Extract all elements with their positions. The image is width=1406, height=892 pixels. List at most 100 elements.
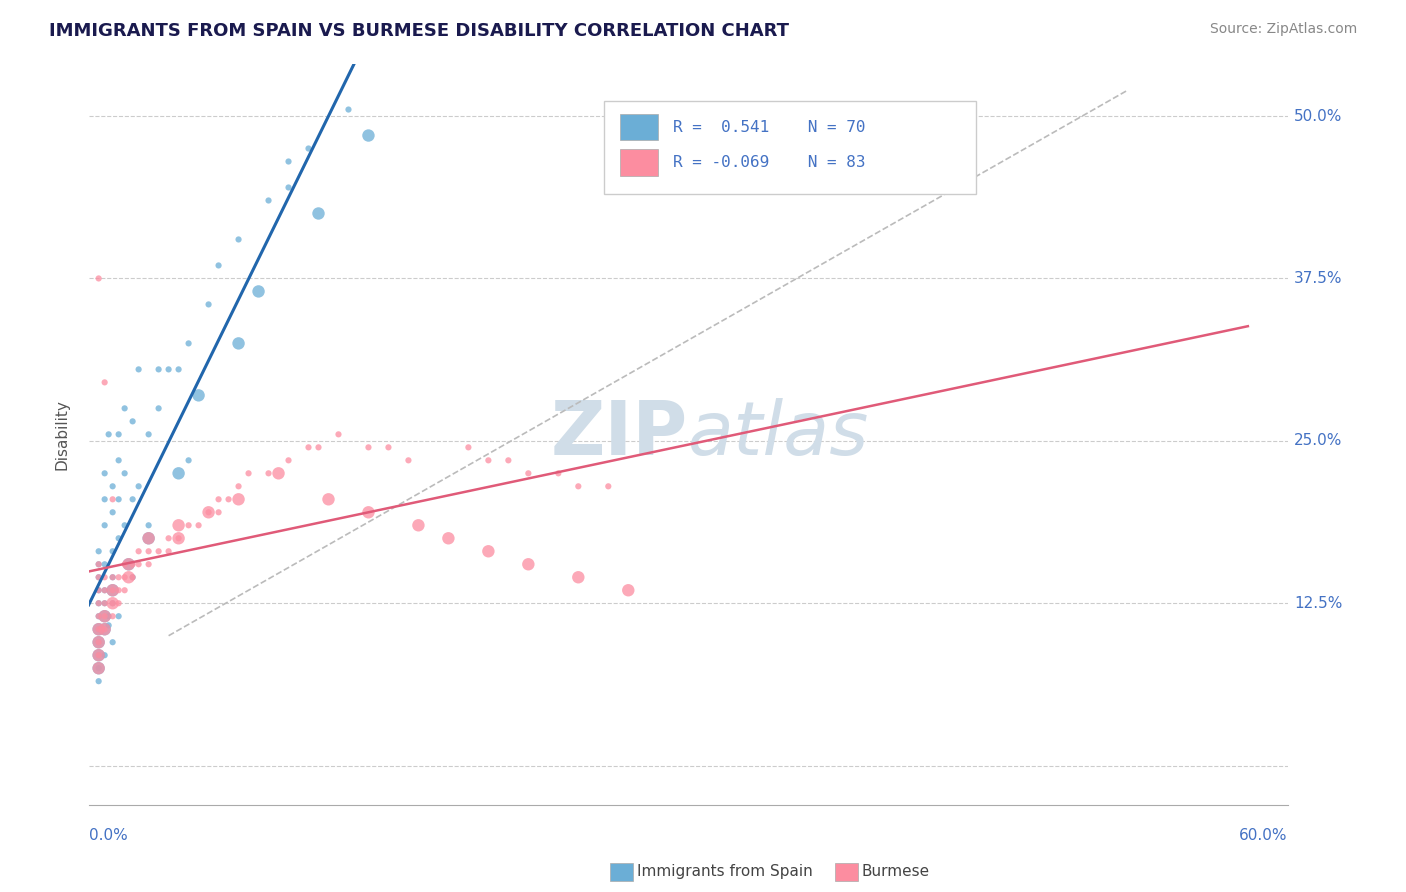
Point	[101, 492, 124, 507]
Point	[297, 141, 319, 155]
Text: atlas: atlas	[689, 399, 870, 470]
Point	[101, 596, 124, 610]
Point	[128, 558, 150, 572]
Point	[101, 609, 124, 624]
Point	[228, 479, 250, 493]
Point	[277, 453, 299, 467]
Point	[93, 609, 115, 624]
Point	[87, 271, 110, 285]
Point	[128, 479, 150, 493]
Text: Source: ZipAtlas.com: Source: ZipAtlas.com	[1209, 22, 1357, 37]
Point	[121, 414, 143, 428]
Point	[247, 285, 270, 299]
Point	[128, 362, 150, 376]
Text: Burmese: Burmese	[862, 864, 929, 879]
Point	[101, 583, 124, 598]
Point	[337, 103, 360, 117]
Point	[228, 232, 250, 246]
Point	[93, 570, 115, 584]
Point	[114, 401, 136, 416]
Point	[121, 492, 143, 507]
Point	[498, 453, 520, 467]
Point	[138, 518, 160, 533]
Point	[117, 558, 139, 572]
Point	[93, 609, 115, 624]
Point	[87, 661, 110, 675]
Point	[437, 531, 460, 545]
Point	[107, 492, 129, 507]
Text: IMMIGRANTS FROM SPAIN VS BURMESE DISABILITY CORRELATION CHART: IMMIGRANTS FROM SPAIN VS BURMESE DISABIL…	[49, 22, 789, 40]
Point	[87, 622, 110, 636]
Point	[138, 531, 160, 545]
Point	[477, 544, 499, 558]
Point	[87, 635, 110, 649]
Point	[101, 570, 124, 584]
Point	[101, 544, 124, 558]
Point	[87, 596, 110, 610]
Point	[87, 558, 110, 572]
Point	[148, 401, 170, 416]
Point	[107, 531, 129, 545]
Point	[121, 558, 143, 572]
Point	[87, 674, 110, 689]
Point	[357, 505, 380, 519]
Point	[617, 583, 640, 598]
Point	[93, 492, 115, 507]
Point	[101, 596, 124, 610]
Point	[87, 648, 110, 663]
Point	[547, 467, 569, 481]
Point	[218, 492, 240, 507]
Point	[93, 467, 115, 481]
Point	[101, 583, 124, 598]
Point	[87, 661, 110, 675]
Point	[207, 492, 229, 507]
Point	[187, 518, 209, 533]
Point	[101, 596, 124, 610]
Point	[598, 479, 620, 493]
Point	[107, 453, 129, 467]
Point	[457, 440, 479, 454]
Point	[101, 479, 124, 493]
Point	[87, 609, 110, 624]
Point	[121, 570, 143, 584]
Point	[567, 479, 589, 493]
Point	[167, 467, 190, 481]
Point	[93, 558, 115, 572]
Text: R =  0.541    N = 70: R = 0.541 N = 70	[672, 120, 865, 135]
Point	[517, 558, 540, 572]
Point	[197, 297, 219, 311]
Point	[87, 635, 110, 649]
Point	[157, 531, 180, 545]
Point	[377, 440, 399, 454]
Point	[93, 622, 115, 636]
Point	[267, 467, 290, 481]
Point	[167, 362, 190, 376]
Point	[93, 609, 115, 624]
Point	[207, 505, 229, 519]
Point	[107, 427, 129, 442]
Point	[107, 596, 129, 610]
FancyBboxPatch shape	[620, 113, 658, 140]
Point	[517, 467, 540, 481]
Point	[97, 427, 120, 442]
Point	[257, 467, 280, 481]
Point	[157, 362, 180, 376]
Text: R = -0.069    N = 83: R = -0.069 N = 83	[672, 155, 865, 170]
Point	[87, 622, 110, 636]
Point	[93, 596, 115, 610]
Point	[157, 544, 180, 558]
Text: 37.5%: 37.5%	[1294, 271, 1343, 286]
Point	[87, 635, 110, 649]
Text: ZIP: ZIP	[551, 398, 689, 471]
Point	[228, 336, 250, 351]
Point	[101, 635, 124, 649]
Point	[87, 609, 110, 624]
Point	[87, 596, 110, 610]
Point	[257, 194, 280, 208]
Point	[128, 544, 150, 558]
Point	[93, 596, 115, 610]
Point	[297, 440, 319, 454]
Point	[87, 622, 110, 636]
Point	[93, 583, 115, 598]
Point	[177, 518, 200, 533]
